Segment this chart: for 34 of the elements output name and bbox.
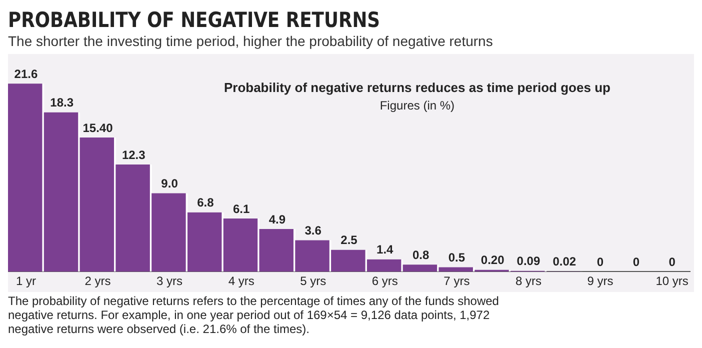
- x-tick-label: 9 yrs: [587, 274, 614, 288]
- chart-title: PROBABILITY OF NEGATIVE RETURNS: [8, 8, 381, 32]
- data-label: 0.20: [480, 253, 505, 268]
- data-label: 0.09: [516, 254, 540, 268]
- data-label: 0.8: [412, 248, 430, 262]
- data-label: 12.3: [122, 148, 146, 162]
- text: The probability of negative returns refers to the percentage of times any of the funds showed negative returns. For example, in one year period out of 169×54 = 9,126 data points, 1,972 negative returns were observed (i.e. 21.6% of the times).: [8, 294, 500, 336]
- annotation: Probability of negative returns reduces as time period goes up: [224, 80, 610, 96]
- chart-subtitle: The shorter the investing time period, higher the probability of negative returns: [8, 32, 494, 50]
- data-label: 0.02: [552, 254, 576, 269]
- data-label: 1.4: [376, 242, 394, 257]
- data-label: 6.8: [197, 196, 214, 210]
- data-label: 2.5: [340, 233, 358, 248]
- annotation: Figures (in %): [380, 98, 455, 112]
- data-label: 0: [632, 254, 640, 269]
- data-label: 0: [596, 254, 604, 269]
- data-label: 3.6: [304, 224, 322, 238]
- data-label: 0: [668, 254, 676, 269]
- x-tick-label: 2 yrs: [84, 274, 111, 288]
- data-label: 21.6: [14, 66, 38, 81]
- data-label: 9.0: [161, 176, 178, 191]
- data-label: 18.3: [50, 96, 74, 110]
- x-tick-label: 6 yrs: [372, 274, 398, 288]
- x-tick-label: 7 yrs: [444, 274, 470, 288]
- x-tick-label: 1 yr: [16, 274, 36, 288]
- x-tick-label: 4 yrs: [228, 274, 254, 288]
- x-tick-label: 3 yrs: [156, 274, 183, 288]
- data-label: 15.40: [82, 120, 114, 135]
- x-tick-label: 5 yrs: [300, 274, 326, 288]
- data-label: 6.1: [232, 202, 250, 216]
- x-tick-label: 8 yrs: [515, 274, 542, 288]
- data-label: 4.9: [268, 212, 286, 226]
- data-label: 0.5: [448, 250, 466, 265]
- x-tick-label: 10 yrs: [656, 274, 688, 288]
